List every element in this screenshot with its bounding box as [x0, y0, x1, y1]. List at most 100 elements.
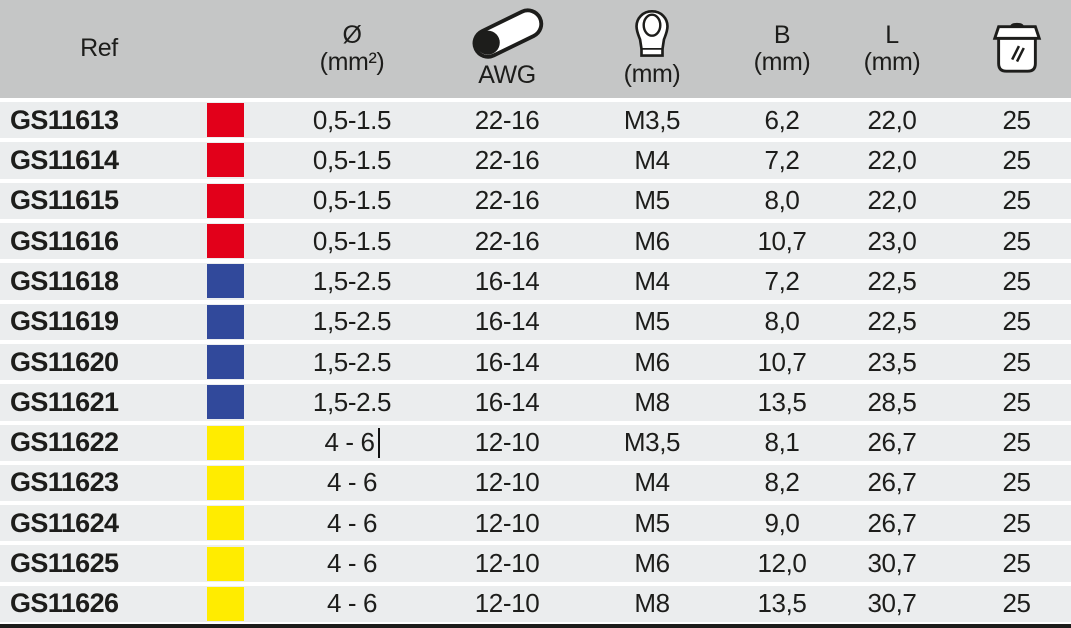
awg-range: 12-10 [474, 588, 540, 619]
color-swatch-red [206, 224, 244, 259]
pack-quantity: 25 [1002, 306, 1031, 337]
l-dimension: 22,5 [867, 306, 917, 337]
col-header-l: L (mm) [822, 0, 962, 98]
color-swatch-cell [198, 183, 252, 219]
col-header-swatch [198, 0, 252, 98]
color-swatch-cell [198, 545, 252, 581]
pack-quantity: 25 [1002, 225, 1031, 256]
stud-size: M8 [634, 386, 670, 417]
wire-cross-section: 0,5-1.5 [312, 185, 392, 216]
color-swatch-red [206, 183, 244, 218]
color-swatch-blue [206, 385, 244, 420]
l-dimension: 26,7 [867, 467, 917, 498]
awg-range: 16-14 [474, 346, 540, 377]
b-dimension: 13,5 [757, 386, 807, 417]
pack-quantity: 25 [1002, 386, 1031, 417]
table-row: GS11620 1,5-2.5 16-14 M6 10,7 23,5 25 [0, 343, 1071, 381]
color-swatch-yellow [206, 425, 244, 460]
awg-range: 12-10 [474, 467, 540, 498]
color-swatch-red [206, 143, 244, 178]
awg-range: 16-14 [474, 265, 540, 296]
stud-size: M3,5 [623, 104, 681, 135]
color-swatch-cell [198, 586, 252, 622]
awg-range: 12-10 [474, 548, 540, 579]
color-swatch-cell [198, 505, 252, 541]
cross-section-symbol: Ø [342, 20, 362, 49]
l-dimension: 30,7 [867, 548, 917, 579]
pack-quantity: 25 [1002, 104, 1031, 135]
stud-size: M5 [634, 185, 670, 216]
stud-size: M8 [634, 588, 670, 619]
wire-cross-section: 1,5-2.5 [312, 306, 392, 337]
b-header-label: B [773, 20, 791, 49]
stud-size: M6 [634, 225, 670, 256]
awg-range: 22-16 [474, 185, 540, 216]
l-header-unit: (mm) [863, 48, 921, 76]
table-row: GS11615 0,5-1.5 22-16 M5 8,0 22,0 25 [0, 182, 1071, 219]
part-ref: GS11621 [10, 386, 119, 417]
color-swatch-cell [198, 263, 252, 299]
part-ref: GS11615 [10, 185, 119, 216]
l-dimension: 22,5 [867, 265, 917, 296]
part-ref: GS11614 [10, 144, 119, 175]
table-row: GS11621 1,5-2.5 16-14 M8 13,5 28,5 25 [0, 384, 1071, 421]
b-dimension: 6,2 [764, 104, 800, 135]
wire-cross-section: 0,5-1.5 [312, 225, 392, 256]
b-dimension: 7,2 [764, 265, 800, 296]
table-row: GS11626 4 - 6 12-10 M8 13,5 30,7 25 [0, 585, 1071, 623]
wire-cross-section: 1,5-2.5 [312, 346, 392, 377]
color-swatch-yellow [206, 586, 244, 621]
ring-terminal-icon [631, 9, 673, 59]
pack-quantity: 25 [1002, 346, 1031, 377]
text-cursor [377, 427, 380, 458]
stud-size: M5 [634, 306, 670, 337]
stud-size: M3,5 [623, 427, 681, 458]
wire-cross-section: 0,5-1.5 [312, 144, 392, 175]
pack-quantity: 25 [1002, 548, 1031, 579]
color-swatch-blue [206, 304, 244, 339]
col-header-qty [962, 0, 1071, 98]
ref-header-label: Ref [80, 34, 118, 63]
table-bottom-border [0, 624, 1071, 628]
awg-range: 22-16 [474, 225, 540, 256]
col-header-ref: Ref [0, 0, 198, 98]
part-ref: GS11624 [10, 507, 119, 538]
wire-cross-section: 4 - 6 [326, 467, 378, 498]
part-ref: GS11618 [10, 265, 119, 296]
table-row: GS11623 4 - 6 12-10 M4 8,2 26,7 25 [0, 464, 1071, 502]
col-header-b: B (mm) [742, 0, 822, 98]
stud-size: M5 [634, 507, 670, 538]
l-header-label: L [885, 20, 899, 49]
col-header-awg: AWG [452, 0, 562, 98]
wire-cross-section: 1,5-2.5 [312, 386, 392, 417]
wire-cross-section: 4 - 6 [326, 588, 378, 619]
table-row: GS11614 0,5-1.5 22-16 M4 7,2 22,0 25 [0, 142, 1071, 179]
wire-cross-section: 4 - 6 [326, 507, 378, 538]
l-dimension: 30,7 [867, 588, 917, 619]
table-row: GS11613 0,5-1.5 22-16 M3,5 6,2 22,0 25 [0, 102, 1071, 139]
cross-section-unit: (mm²) [319, 48, 385, 76]
stud-size: M4 [634, 467, 670, 498]
l-dimension: 23,0 [867, 225, 917, 256]
l-dimension: 26,7 [867, 507, 917, 538]
part-ref: GS11623 [10, 467, 119, 498]
table-row: GS11618 1,5-2.5 16-14 M4 7,2 22,5 25 [0, 263, 1071, 300]
part-ref: GS11613 [10, 104, 119, 135]
color-swatch-cell [198, 344, 252, 380]
pack-quantity: 25 [1002, 588, 1031, 619]
pack-quantity: 25 [1002, 265, 1031, 296]
color-swatch-blue [206, 345, 244, 380]
cable-icon [464, 8, 550, 60]
part-ref: GS11616 [10, 225, 119, 256]
table-row: GS11625 4 - 6 12-10 M6 12,0 30,7 25 [0, 545, 1071, 582]
awg-range: 12-10 [474, 427, 540, 458]
pack-quantity: 25 [1002, 185, 1031, 216]
l-dimension: 26,7 [867, 427, 917, 458]
l-dimension: 22,0 [867, 185, 917, 216]
stud-header-unit: (mm) [623, 60, 681, 89]
part-ref: GS11626 [10, 588, 119, 619]
part-ref: GS11622 [10, 427, 119, 458]
color-swatch-cell [198, 384, 252, 420]
awg-range: 12-10 [474, 507, 540, 538]
l-dimension: 22,0 [867, 144, 917, 175]
